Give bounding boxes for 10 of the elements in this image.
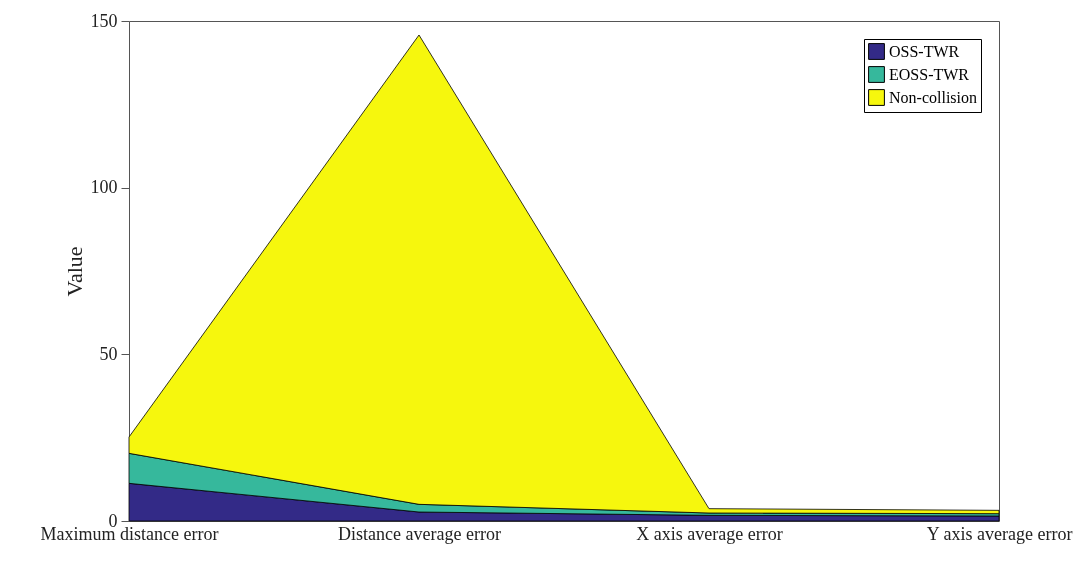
legend-label: EOSS-TWR	[889, 65, 970, 83]
y-axis-title: Value	[61, 246, 87, 297]
y-tick-label: 100	[90, 177, 118, 198]
y-tick-label: 50	[99, 343, 118, 364]
y-tick-label: 150	[90, 10, 118, 31]
x-tick-label: X axis average error	[636, 523, 783, 544]
x-tick-label: Distance average error	[338, 523, 501, 544]
legend-label: Non-collision	[889, 88, 977, 106]
legend-label: OSS-TWR	[889, 42, 960, 60]
x-tick-label: Y axis average error	[926, 523, 1073, 544]
